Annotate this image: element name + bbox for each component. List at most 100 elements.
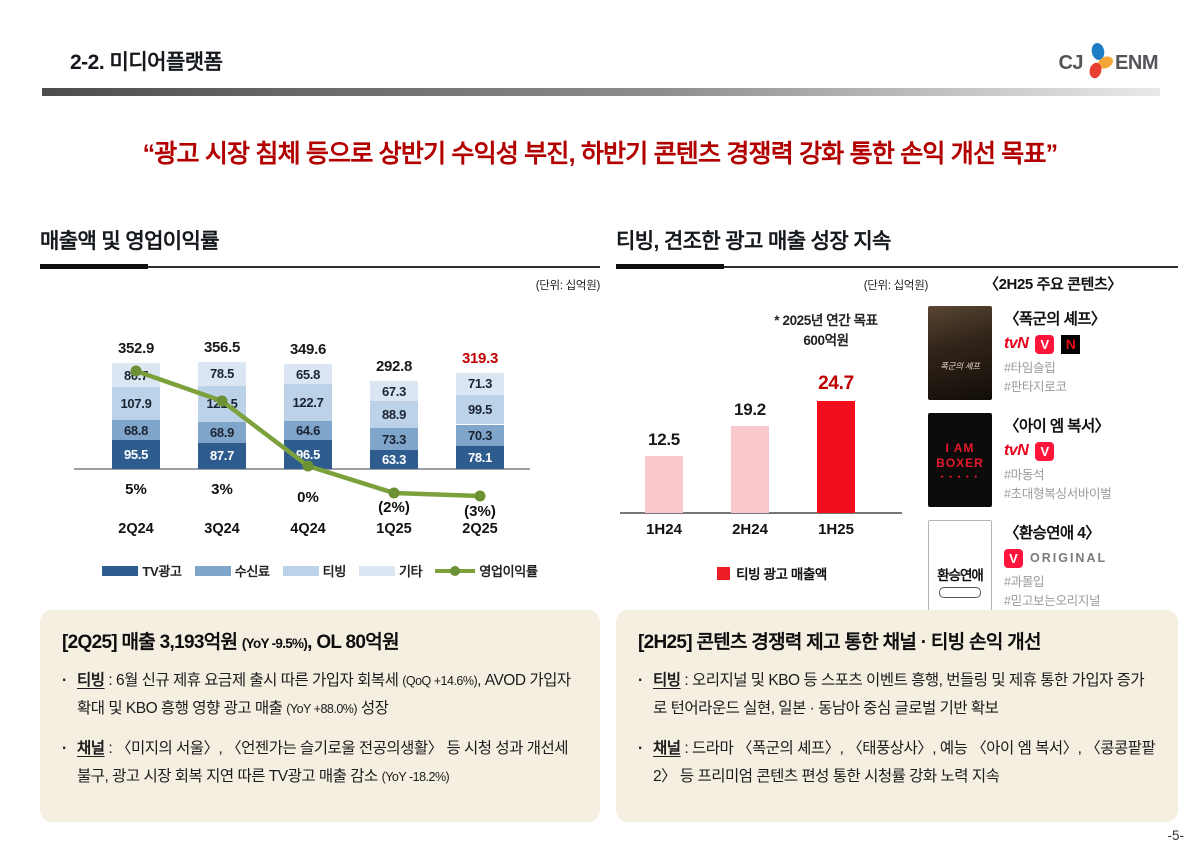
left-title-rule bbox=[40, 264, 600, 269]
poster-thumbnail: I AM BOXER ● ● ● ● ● bbox=[928, 413, 992, 507]
poster-caption: 폭군의 셰프 bbox=[940, 361, 980, 371]
content-info: 〈환승연애 4〉 V ORIGINAL #과몰입 #믿고보는오리지널 bbox=[1004, 520, 1107, 614]
stacked-bar-segment: 68.8 bbox=[112, 419, 160, 441]
stacked-bar-segment: 88.9 bbox=[370, 401, 418, 429]
stacked-bar-segment: 78.1 bbox=[456, 445, 504, 469]
poster-title-line: 환승연애 bbox=[937, 568, 984, 583]
content-item: 환승연애 〈환승연애 4〉 V ORIGINAL #과몰입 #믿고보는오리지널 bbox=[928, 520, 1178, 614]
bar-value-label: 24.7 bbox=[818, 372, 854, 394]
tving-logo: V bbox=[1035, 441, 1055, 461]
x-axis bbox=[620, 512, 902, 514]
stacked-bar-segment: 68.9 bbox=[198, 422, 246, 443]
header-divider bbox=[42, 88, 1160, 96]
hashtags: #타임슬립 #판타지로코 bbox=[1004, 359, 1106, 398]
x-axis-label: 3Q24 bbox=[204, 521, 240, 537]
stacked-bar-segment: 65.8 bbox=[284, 364, 332, 384]
profit-rate-label: 3% bbox=[211, 481, 233, 498]
poster-thumbnail: 폭군의 셰프 bbox=[928, 306, 992, 400]
legend-label: 영업이익률 bbox=[479, 564, 538, 579]
outlook-box-2h25: [2H25] 콘텐츠 경쟁력 제고 통한 채널 · 티빙 손익 개선 · 티빙 : … bbox=[616, 610, 1178, 822]
legend-line-glyph bbox=[435, 565, 476, 576]
cj-logo-text: CJ bbox=[1058, 52, 1084, 74]
stacked-bar-segment: 99.5 bbox=[456, 394, 504, 425]
rule-thin bbox=[40, 266, 600, 268]
poster-title-line: BOXER bbox=[936, 455, 984, 470]
box-bullet: · 채널 : 〈미지의 서울〉, 〈언젠가는 슬기로울 전공의생활〉 등 시청 성… bbox=[62, 735, 578, 790]
legend-color-chip bbox=[102, 565, 139, 576]
key-contents-column: 〈2H25 주요 콘텐츠〉 폭군의 셰프 〈폭군의 셰프〉 tvN V N #타임슬립 #판… bbox=[928, 269, 1178, 627]
summary-box-2q25: [2Q25] 매출 3,193억원 (YoY -9.5%), OL 80억원 · 티… bbox=[40, 610, 600, 822]
bullet-label: 채널 bbox=[77, 740, 105, 758]
poster-title-line: I AM bbox=[945, 440, 975, 455]
tving-ad-chart-legend: 티빙 광고 매출액 bbox=[616, 563, 928, 583]
small-note: (YoY -9.5%) bbox=[241, 636, 308, 651]
left-unit-label: (단위: 십억원) bbox=[535, 280, 601, 292]
hashtag: #초대형복싱서바이벌 bbox=[1004, 487, 1112, 502]
channel-logo-row: tvN V bbox=[1004, 441, 1111, 461]
box-bullet: · 티빙 : 6월 신규 제휴 요금제 출시 따른 가입자 회복세 (QoQ +1… bbox=[62, 667, 578, 722]
poster-thumbnail: 환승연애 bbox=[928, 520, 992, 614]
tvn-logo: tvN bbox=[1004, 442, 1029, 459]
right-column: 티빙, 견조한 광고 매출 성장 지속 (단위: 십억원) * 2025년 연간… bbox=[616, 225, 1178, 627]
content-info: 〈폭군의 셰프〉 tvN V N #타임슬립 #판타지로코 bbox=[1004, 306, 1106, 400]
profit-rate-label: 5% bbox=[125, 481, 147, 498]
right-title-rule bbox=[616, 264, 1178, 269]
legend-item: 영업이익률 bbox=[435, 561, 538, 580]
bar-total-label: 356.5 bbox=[203, 339, 241, 357]
content-title: 〈아이 엠 복서〉 bbox=[1004, 418, 1110, 435]
stacked-bar-segment: 96.5 bbox=[284, 440, 332, 469]
x-axis-label: 4Q24 bbox=[290, 521, 326, 537]
hashtags: #과몰입 #믿고보는오리지널 bbox=[1004, 573, 1107, 612]
legend-color-chip bbox=[359, 565, 395, 576]
tving-original-label: ORIGINAL bbox=[1030, 551, 1108, 565]
key-message-headline: “광고 시장 침체 등으로 상반기 수익성 부진, 하반기 콘텐츠 경쟁력 강화… bbox=[142, 140, 1059, 168]
small-note: (YoY +88.0%) bbox=[286, 701, 358, 716]
stacked-bar-segment: 73.3 bbox=[370, 428, 418, 451]
bar bbox=[817, 400, 855, 513]
contents-header: 〈2H25 주요 콘텐츠〉 bbox=[984, 276, 1122, 293]
profit-rate-label: (2%) bbox=[378, 499, 410, 516]
poster-dots: ● ● ● ● ● bbox=[940, 473, 980, 480]
stacked-bar-segment: 122.7 bbox=[284, 383, 332, 421]
cj-petals-icon bbox=[1084, 42, 1114, 85]
hashtag: #믿고보는오리지널 bbox=[1004, 594, 1101, 609]
stacked-bar-segment: 64.6 bbox=[284, 420, 332, 441]
bullet-label: 티빙 bbox=[77, 672, 105, 689]
box-bullet: · 티빙 : 오리지널 및 KBO 등 스포츠 이벤트 흥행, 번들링 및 제휴 … bbox=[638, 667, 1156, 722]
content-item: 폭군의 셰프 〈폭군의 셰프〉 tvN V N #타임슬립 #판타지로코 bbox=[928, 306, 1178, 400]
legend-color-chip bbox=[282, 565, 319, 576]
stacked-bar-segment: 107.9 bbox=[112, 387, 160, 420]
bullet-label: 채널 bbox=[653, 740, 681, 758]
right-section-title: 티빙, 견조한 광고 매출 성장 지속 bbox=[616, 230, 891, 253]
rule-thick bbox=[40, 264, 148, 269]
bullet-marker: · bbox=[62, 740, 67, 758]
content-item: I AM BOXER ● ● ● ● ● 〈아이 엠 복서〉 tvN V #마동석 #초대형복… bbox=[928, 413, 1178, 507]
bar-total-label: 292.8 bbox=[375, 358, 413, 376]
box-heading: [2Q25] 매출 3,193억원 (YoY -9.5%), OL 80억원 bbox=[62, 632, 400, 653]
box-bullet: · 채널 : 드라마 〈폭군의 셰프〉, 〈태풍상사〉, 예능 〈아이 엠 복서〉… bbox=[638, 735, 1156, 790]
x-axis-label: 1Q25 bbox=[376, 521, 412, 537]
page-title: 2-2. 미디어플랫폼 bbox=[70, 51, 223, 74]
rule-thin bbox=[616, 266, 1178, 268]
stacked-bar-segment: 80.7 bbox=[112, 363, 160, 388]
bar bbox=[645, 456, 683, 513]
cj-enm-logo: CJ ENM bbox=[1058, 42, 1158, 85]
left-section-title: 매출액 및 영업이익률 bbox=[40, 230, 220, 253]
stacked-bar-segment: 87.7 bbox=[198, 442, 246, 469]
legend-label: 티빙 광고 매출액 bbox=[736, 567, 827, 582]
legend-item: 기타 bbox=[359, 561, 423, 580]
bullet-marker: · bbox=[638, 740, 643, 758]
stacked-bar-segment: 121.5 bbox=[198, 385, 246, 423]
bar-total-label: 349.6 bbox=[289, 341, 327, 359]
hashtags: #마동석 #초대형복싱서바이벌 bbox=[1004, 466, 1112, 505]
bullet-marker: · bbox=[62, 672, 67, 689]
content-title: 〈폭군의 셰프〉 bbox=[1004, 311, 1106, 328]
x-axis-label: 2Q25 bbox=[462, 521, 498, 537]
hashtag: #과몰입 bbox=[1004, 575, 1045, 589]
stacked-bar-segment: 78.5 bbox=[198, 362, 246, 386]
channel-logo-row: tvN V N bbox=[1004, 334, 1106, 354]
right-unit-label: (단위: 십억원) bbox=[863, 280, 929, 292]
hashtag: #마동석 bbox=[1004, 468, 1045, 482]
x-axis-label: 2Q24 bbox=[118, 521, 154, 537]
